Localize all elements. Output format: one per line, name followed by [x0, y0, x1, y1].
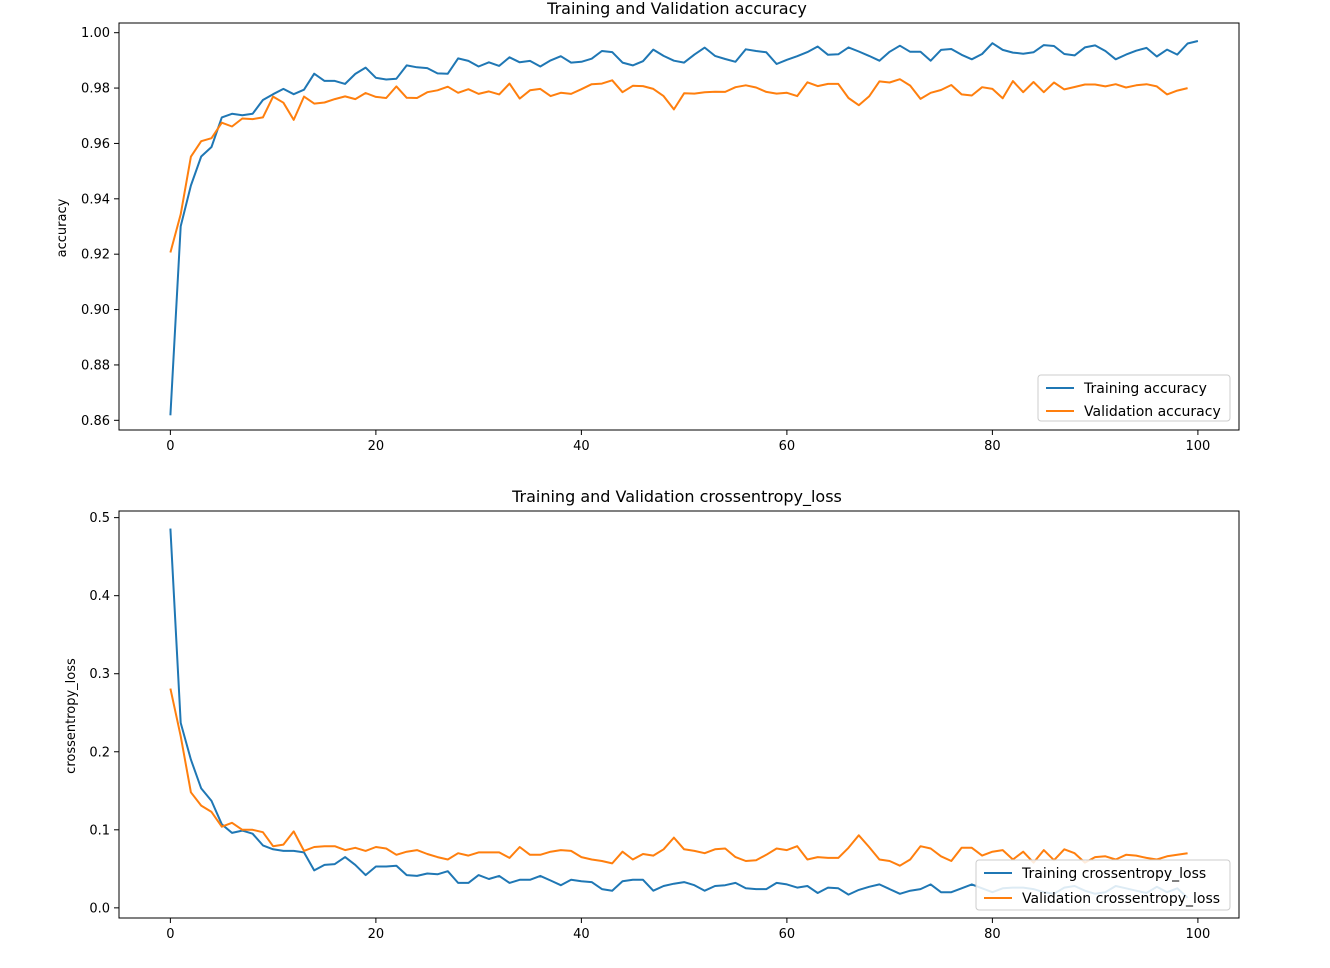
y-tick-label: 0.92	[81, 248, 110, 263]
x-tick-label: 20	[368, 439, 385, 454]
legend-box	[1037, 374, 1231, 422]
y-tick-label: 0.4	[89, 589, 110, 604]
y-tick-label: 0.2	[89, 745, 110, 760]
accuracy-chart: Training and Validation accuracy accurac…	[55, 0, 1240, 454]
plot-frame	[118, 22, 1240, 431]
y-tick-label: 0.96	[81, 137, 110, 152]
legend: Training accuracy Validation accuracy	[1037, 374, 1231, 422]
y-tick-label: 0.94	[81, 192, 110, 207]
x-tick-label: 100	[1185, 439, 1210, 454]
y-tick-label: 1.00	[81, 26, 110, 41]
x-tick-label: 80	[984, 439, 1001, 454]
legend-label: Validation crossentropy_loss	[1022, 891, 1220, 907]
y-tick-label: 0.86	[81, 414, 110, 429]
x-tick-label: 0	[166, 439, 174, 454]
y-axis-label: accuracy	[55, 198, 70, 257]
series-line-validation	[169, 688, 1188, 867]
legend-label: Validation accuracy	[1084, 404, 1221, 420]
chart-title: Training and Validation accuracy	[546, 0, 807, 18]
x-tick-label: 100	[1185, 927, 1210, 942]
plot-frame	[118, 510, 1240, 919]
chart-title: Training and Validation crossentropy_los…	[511, 487, 842, 507]
x-tick-label: 60	[779, 439, 796, 454]
x-tick-label: 40	[573, 927, 590, 942]
legend-label: Training accuracy	[1083, 381, 1207, 397]
x-tick-label: 20	[368, 927, 385, 942]
y-axis-label: crossentropy_loss	[64, 658, 79, 774]
y-tick-label: 0.5	[89, 511, 110, 526]
y-tick-label: 0.98	[81, 82, 110, 97]
y-tick-label: 0.88	[81, 358, 110, 373]
x-tick-label: 60	[779, 927, 796, 942]
legend-box	[975, 859, 1231, 911]
legend-label: Training crossentropy_loss	[1021, 866, 1206, 882]
series-lines	[169, 40, 1199, 416]
y-tick-label: 0.0	[89, 901, 110, 916]
y-tick-label: 0.1	[89, 823, 110, 838]
series-line-validation	[169, 78, 1188, 253]
axes: 0 20 40 60 80 100 0.0 0.1 0.2 0.3 0.4 0.5	[89, 510, 1240, 942]
x-tick-label: 0	[166, 927, 174, 942]
axes: 0 20 40 60 80 100 0.86 0.88 0.90 0.92 0.94 0.96 0.98…	[81, 22, 1240, 454]
y-tick-label: 0.3	[89, 667, 110, 682]
series-line-training	[169, 40, 1199, 416]
y-tick-label: 0.90	[81, 303, 110, 318]
x-tick-label: 80	[984, 927, 1001, 942]
legend: Training crossentropy_loss Validation cro…	[975, 859, 1231, 911]
x-tick-label: 40	[573, 439, 590, 454]
loss-chart: Training and Validation crossentropy_los…	[64, 487, 1240, 942]
